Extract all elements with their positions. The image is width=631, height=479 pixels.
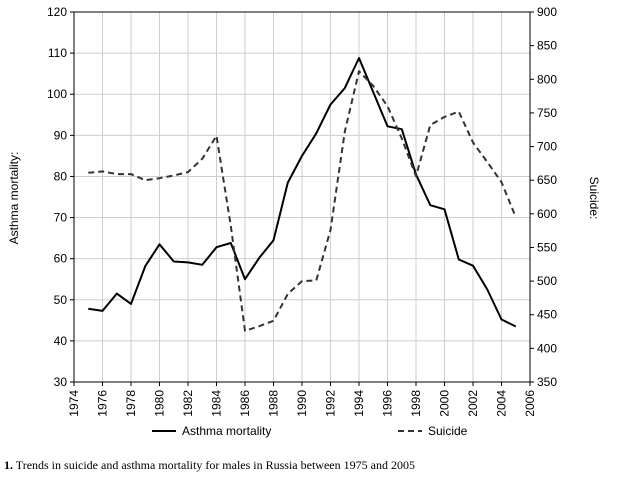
x-tick-label: 1978 xyxy=(124,390,138,417)
left-tick-label: 40 xyxy=(54,334,68,348)
right-tick-label: 400 xyxy=(537,341,557,355)
x-tick-label: 1992 xyxy=(324,390,338,417)
right-tick-label: 450 xyxy=(537,308,557,322)
left-tick-label: 70 xyxy=(54,211,68,225)
left-tick-label: 120 xyxy=(47,5,67,19)
x-tick-label: 1990 xyxy=(295,390,309,417)
caption-number: 1. xyxy=(4,458,13,472)
right-tick-label: 750 xyxy=(537,106,557,120)
left-tick-label: 50 xyxy=(54,293,68,307)
left-tick-label: 80 xyxy=(54,169,68,183)
left-tick-label: 90 xyxy=(54,128,68,142)
x-tick-label: 1974 xyxy=(67,390,81,417)
x-tick-label: 1994 xyxy=(352,390,366,417)
x-tick-label: 2000 xyxy=(438,390,452,417)
caption-text: Trends in suicide and asthma mortality f… xyxy=(13,458,415,472)
left-tick-label: 100 xyxy=(47,87,67,101)
right-axis-ticks: 350 400 450 500 550 600 650 700 750 800 850 900 xyxy=(530,5,557,389)
left-axis-ticks: 30 40 50 60 70 80 90 100 110 120 xyxy=(47,5,74,389)
right-tick-label: 500 xyxy=(537,274,557,288)
series-line-asthma-mortality xyxy=(88,57,517,328)
right-tick-label: 350 xyxy=(537,375,557,389)
legend: Asthma mortality Suicide xyxy=(152,424,468,438)
x-tick-label: 1984 xyxy=(210,390,224,417)
x-tick-label: 1996 xyxy=(381,390,395,417)
x-tick-label: 2004 xyxy=(495,390,509,417)
x-tick-label: 1988 xyxy=(267,390,281,417)
x-axis-ticks: 1974 1976 1978 1980 1982 1984 1986 1988 1990 1992… xyxy=(67,382,537,417)
left-tick-label: 110 xyxy=(48,46,67,60)
right-tick-label: 900 xyxy=(537,5,557,19)
x-tick-label: 1976 xyxy=(96,390,110,417)
right-tick-label: 800 xyxy=(537,72,557,86)
gridlines xyxy=(73,11,531,383)
right-tick-label: 850 xyxy=(537,39,557,53)
legend-label-suicide: Suicide xyxy=(428,424,468,438)
legend-label-asthma: Asthma mortality xyxy=(182,424,271,438)
right-tick-label: 550 xyxy=(537,240,557,254)
right-tick-label: 650 xyxy=(537,173,557,187)
x-tick-label: 1982 xyxy=(181,390,195,417)
x-tick-label: 1980 xyxy=(153,390,167,417)
figure-caption: 1. Trends in suicide and asthma mortalit… xyxy=(4,458,415,473)
left-tick-label: 60 xyxy=(54,252,68,266)
left-tick-label: 30 xyxy=(54,375,68,389)
right-tick-label: 600 xyxy=(537,207,557,221)
x-tick-label: 2002 xyxy=(466,390,480,417)
right-axis-title: Suicide: xyxy=(587,177,601,220)
x-tick-label: 2006 xyxy=(523,390,537,417)
series-lines xyxy=(88,57,517,332)
chart: 1974 1976 1978 1980 1982 1984 1986 1988 1990 1992… xyxy=(7,5,601,438)
right-tick-label: 700 xyxy=(537,140,557,154)
x-tick-label: 1998 xyxy=(409,390,423,417)
left-axis-title: Asthma mortality: xyxy=(7,152,21,245)
series-line-suicide xyxy=(88,70,517,332)
x-tick-label: 1986 xyxy=(238,390,252,417)
